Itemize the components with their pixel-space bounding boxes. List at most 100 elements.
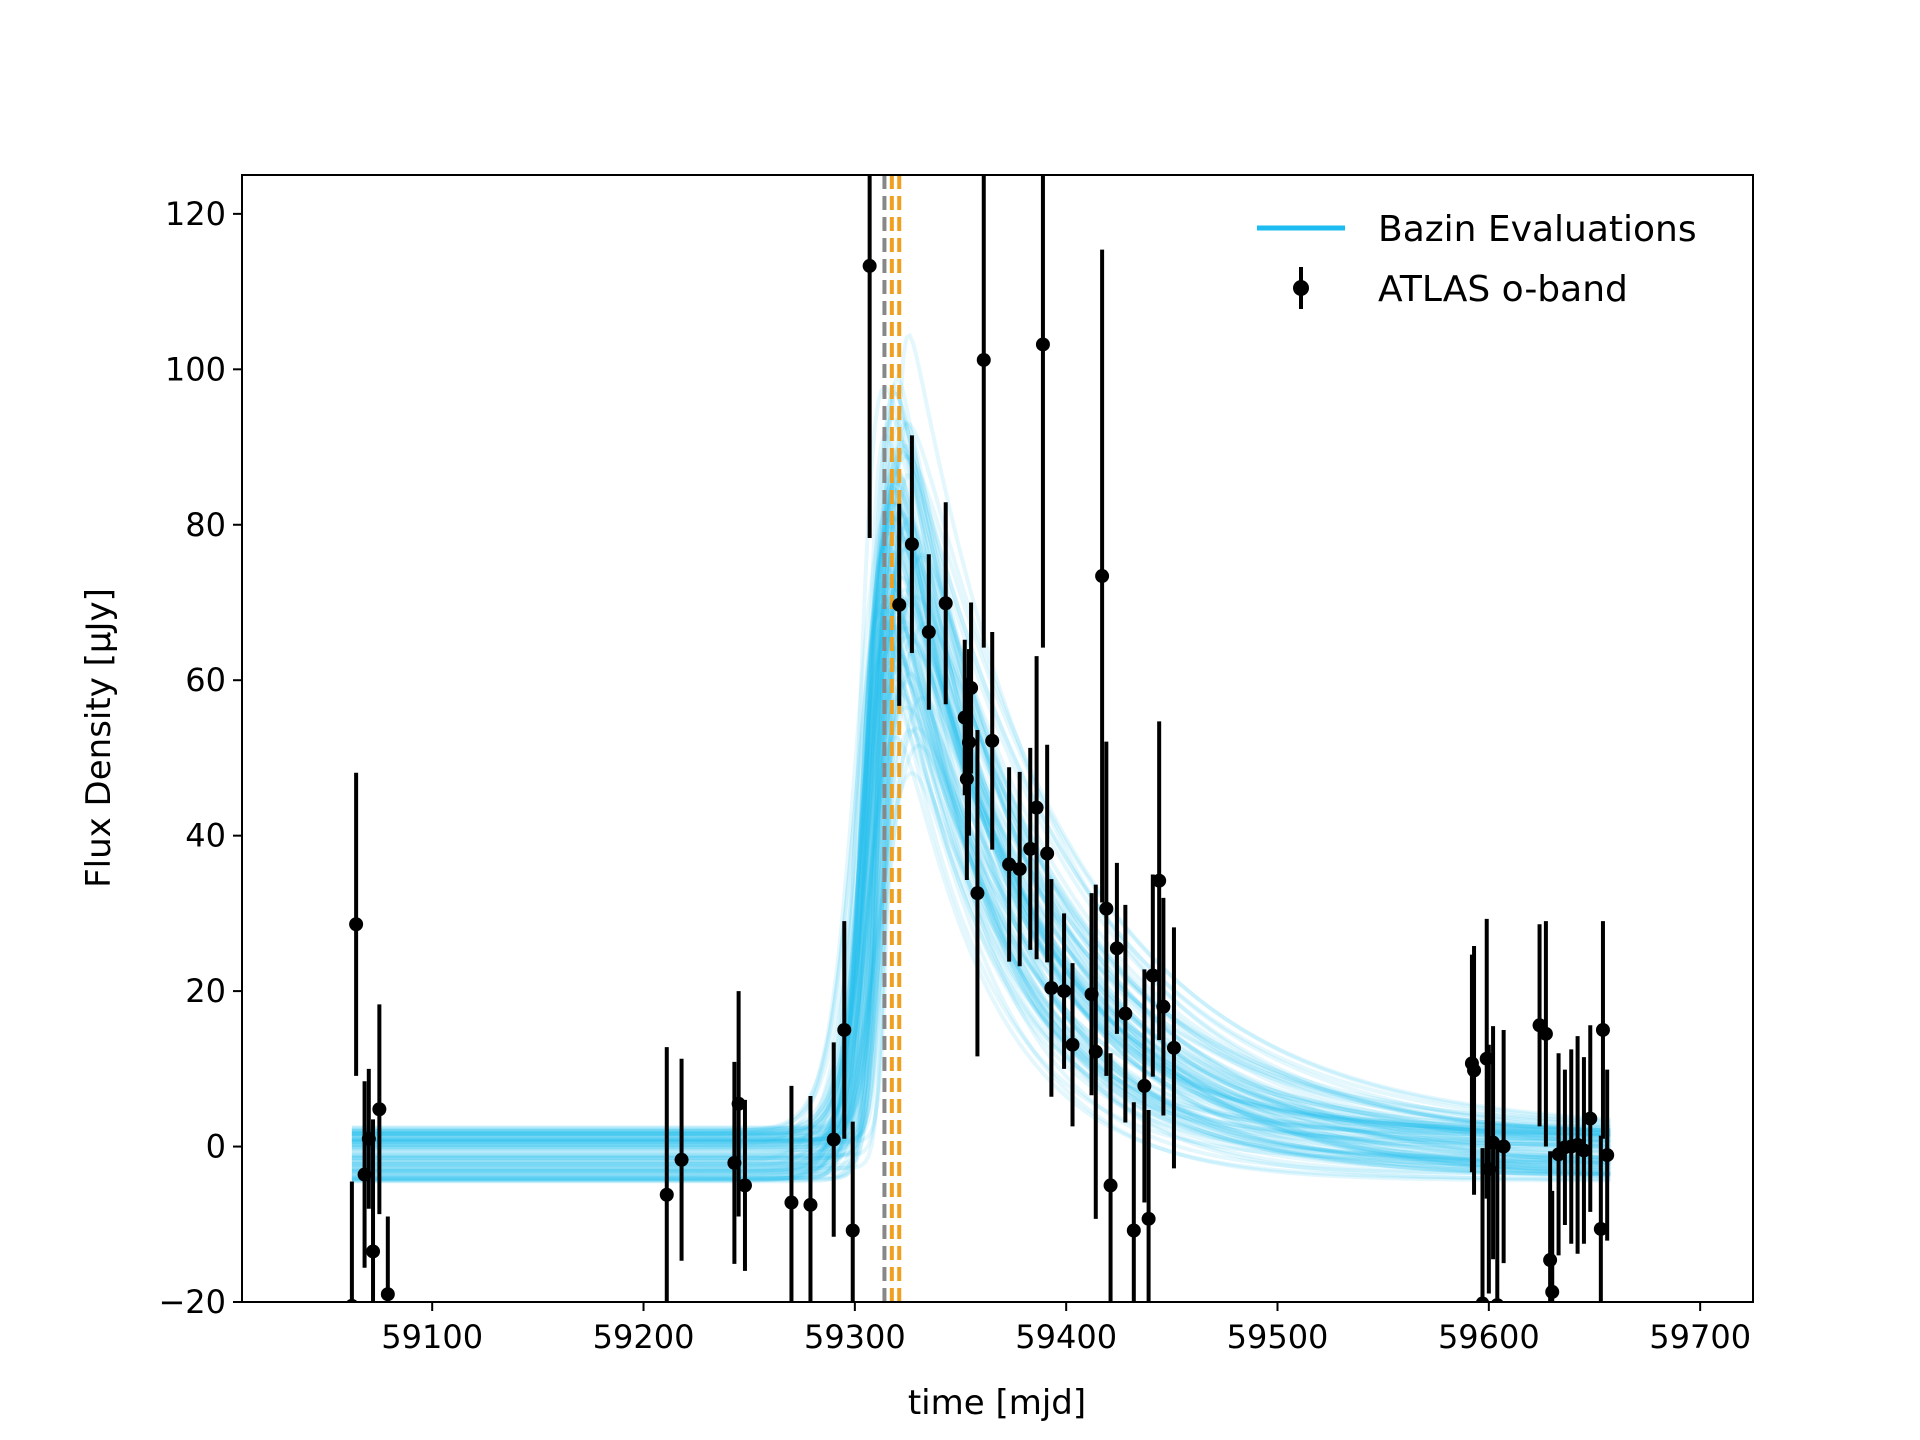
data-point <box>1029 656 1044 960</box>
data-point <box>1156 897 1171 1116</box>
point-marker <box>731 1096 746 1111</box>
bazin-curve <box>351 448 1611 1151</box>
data-point <box>1475 1148 1490 1302</box>
point-marker <box>1141 1211 1156 1226</box>
point-marker <box>1145 968 1160 983</box>
point-marker <box>1065 1037 1080 1052</box>
bazin-curve <box>351 518 1611 1181</box>
bazin-curve <box>351 501 1611 1174</box>
bazin-curve <box>351 634 1611 1167</box>
point-marker <box>1545 1284 1560 1299</box>
y-tick-label: 120 <box>165 195 226 233</box>
point-marker <box>1035 337 1050 352</box>
data-point <box>964 602 979 774</box>
bazin-curve <box>351 555 1611 1144</box>
bazin-curve <box>351 524 1611 1181</box>
point-marker <box>837 1022 852 1037</box>
bazin-curve <box>351 593 1611 1138</box>
data-point <box>1576 1057 1591 1244</box>
point-marker <box>372 1102 387 1117</box>
point-marker <box>921 625 936 640</box>
x-tick-label: 59100 <box>381 1318 483 1356</box>
bazin-curve <box>351 624 1611 1169</box>
bazin-curve <box>351 500 1611 1168</box>
data-point <box>784 1085 799 1302</box>
bazin-curve <box>351 660 1611 1144</box>
point-marker <box>1023 841 1038 856</box>
bazin-curve <box>351 595 1611 1173</box>
point-marker <box>1137 1078 1152 1093</box>
point-marker <box>1126 1223 1141 1238</box>
model-curves-group <box>351 332 1611 1184</box>
bazin-curve <box>351 525 1611 1171</box>
data-point <box>366 1119 381 1302</box>
data-point <box>970 729 985 1057</box>
x-tick-label: 59500 <box>1227 1318 1329 1356</box>
point-marker <box>1057 984 1072 999</box>
bazin-curve <box>351 451 1611 1136</box>
point-marker <box>1595 1022 1610 1037</box>
y-axis: −20 0 20 40 60 80 100 120 <box>158 195 242 1321</box>
bazin-curve <box>351 658 1611 1183</box>
data-point <box>904 435 919 654</box>
data-point <box>1109 862 1124 1034</box>
x-tick-label: 59700 <box>1649 1318 1751 1356</box>
point-marker <box>1576 1143 1591 1158</box>
bazin-curve <box>351 564 1611 1179</box>
data-point <box>380 1216 395 1302</box>
point-marker <box>737 1178 752 1193</box>
x-tick-label: 59300 <box>804 1318 906 1356</box>
data-point <box>892 503 907 706</box>
data-point <box>826 1042 841 1237</box>
bazin-curve <box>351 523 1611 1133</box>
data-point <box>1538 921 1553 1147</box>
data-point <box>1012 771 1027 967</box>
point-marker <box>862 258 877 273</box>
bazin-curve <box>351 492 1611 1138</box>
bazin-curve <box>351 621 1611 1159</box>
bazin-curve <box>351 382 1611 1131</box>
data-point <box>1600 1069 1615 1241</box>
bazin-curve <box>351 454 1611 1133</box>
legend: Bazin Evaluations ATLAS o-band <box>1257 209 1697 310</box>
y-tick-label: 100 <box>165 350 226 388</box>
point-marker <box>985 733 1000 748</box>
data-point <box>737 1099 752 1271</box>
bazin-curve <box>351 509 1611 1166</box>
y-tick-label: 60 <box>185 661 226 699</box>
bazin-curve <box>351 638 1611 1145</box>
bazin-curve <box>351 552 1611 1149</box>
bazin-curve <box>351 389 1611 1143</box>
y-tick-label: 40 <box>185 817 226 855</box>
point-marker <box>1002 857 1017 872</box>
bazin-curve <box>351 691 1611 1147</box>
bazin-curve <box>351 622 1611 1160</box>
point-marker <box>1095 569 1110 584</box>
data-point <box>1023 747 1038 950</box>
bazin-curve <box>351 521 1611 1158</box>
point-marker <box>1040 846 1055 861</box>
data-point <box>1044 879 1059 1097</box>
data-point <box>1103 1053 1118 1302</box>
point-marker <box>892 597 907 612</box>
x-tick-label: 59600 <box>1438 1318 1540 1356</box>
data-point <box>1099 741 1114 1076</box>
bazin-curve <box>351 480 1611 1173</box>
bazin-curve <box>351 594 1611 1156</box>
point-marker <box>970 886 985 901</box>
data-point <box>837 921 852 1139</box>
data-point <box>1057 913 1072 1069</box>
bazin-curve <box>351 602 1611 1143</box>
x-tick-label: 59400 <box>1015 1318 1117 1356</box>
bazin-curve <box>351 414 1611 1145</box>
bazin-curve <box>351 499 1611 1136</box>
point-marker <box>784 1195 799 1210</box>
data-point <box>938 502 953 705</box>
bazin-curve <box>351 616 1611 1167</box>
point-marker <box>1593 1221 1608 1236</box>
bazin-curve <box>351 509 1611 1136</box>
bazin-curve <box>351 420 1611 1135</box>
data-point <box>1152 721 1167 1041</box>
point-marker <box>1012 862 1027 877</box>
